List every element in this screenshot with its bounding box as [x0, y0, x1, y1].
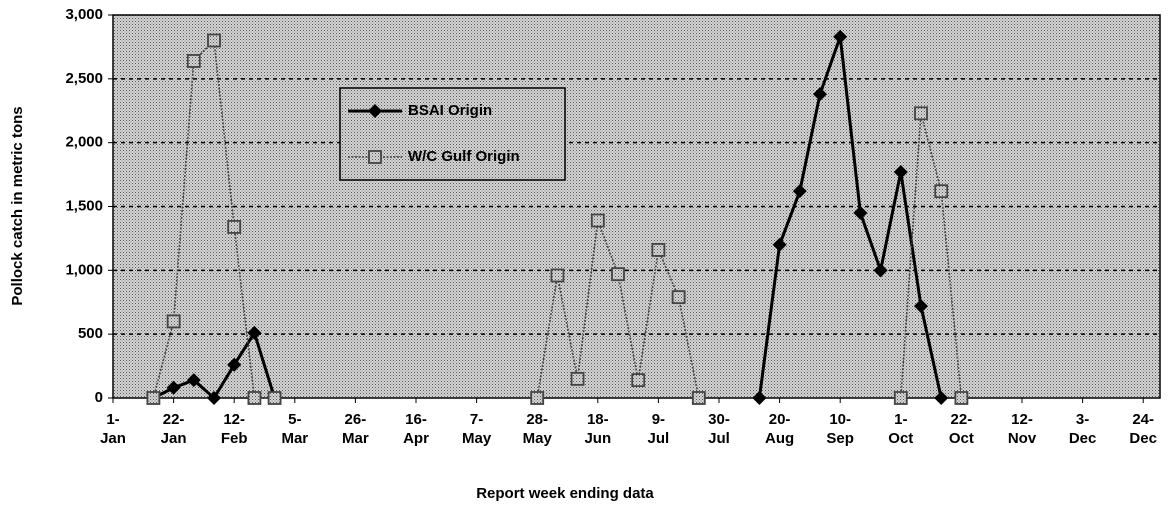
x-tick-label: 18-Jun: [584, 411, 612, 447]
marker: [227, 220, 242, 234]
x-tick-label: 28-May: [522, 411, 552, 447]
marker: [873, 263, 888, 278]
marker: [570, 371, 585, 386]
marker: [954, 391, 969, 405]
marker: [853, 205, 868, 220]
marker: [186, 373, 201, 388]
marker: [186, 54, 201, 68]
y-tick-label: 2,000: [65, 134, 103, 151]
y-tick-label: 0: [95, 389, 103, 406]
x-tick-label: 20-Aug: [765, 411, 795, 447]
marker: [691, 391, 706, 405]
marker: [611, 267, 625, 282]
marker: [368, 150, 382, 164]
marker: [813, 87, 827, 102]
marker: [247, 391, 262, 405]
marker: [772, 237, 787, 252]
x-tick-label: 24-Dec: [1129, 411, 1157, 447]
marker: [671, 290, 686, 305]
x-tick-label: 10-Sep: [826, 411, 854, 447]
x-tick-label: 22-Jan: [160, 411, 187, 447]
marker: [631, 373, 646, 388]
marker: [893, 391, 908, 405]
legend-label: BSAI Origin: [408, 102, 492, 119]
marker: [207, 33, 221, 48]
marker: [752, 391, 767, 405]
marker: [590, 213, 605, 228]
marker: [227, 357, 242, 372]
y-tick-label: 1,000: [65, 261, 103, 278]
marker: [792, 184, 807, 199]
x-tick-label: 1-Oct: [888, 411, 914, 447]
x-tick-label: 30-Jul: [708, 411, 730, 447]
y-tick-label: 1,500: [65, 197, 103, 214]
x-tick-label: 22-Oct: [948, 411, 974, 447]
x-tick-label: 12-Feb: [220, 411, 248, 447]
marker: [146, 391, 161, 405]
marker: [207, 391, 221, 405]
y-tick-label: 2,500: [65, 70, 103, 87]
legend-label: W/C Gulf Origin: [408, 148, 520, 165]
marker: [914, 106, 928, 121]
marker: [530, 391, 545, 405]
legend-box: [339, 87, 566, 181]
marker: [893, 165, 908, 180]
x-tick-label: 7-May: [462, 411, 492, 447]
x-tick-label: 16-Apr: [403, 411, 429, 447]
marker: [368, 104, 382, 118]
x-tick-label: 3-Dec: [1068, 411, 1097, 447]
marker: [247, 325, 262, 340]
marker: [166, 314, 181, 329]
marker: [833, 29, 848, 44]
x-tick-label: 1-Jan: [100, 411, 126, 447]
marker: [550, 268, 565, 283]
x-tick-label: 9-Jul: [647, 411, 670, 447]
marker: [934, 391, 949, 405]
x-tick-label: 12-Nov: [1007, 411, 1037, 447]
marker: [267, 391, 282, 405]
y-tick-label: 500: [78, 325, 103, 342]
marker: [651, 243, 666, 257]
x-tick-label: 5-Mar: [281, 411, 309, 447]
x-tick-label: 26-Mar: [342, 411, 369, 447]
marker: [914, 299, 928, 314]
y-tick-label: 3,000: [65, 6, 103, 23]
marker: [934, 184, 949, 199]
y-axis-title: Pollock catch in metric tons: [9, 106, 26, 305]
marker: [166, 380, 181, 395]
x-axis-title: Report week ending data: [476, 485, 654, 502]
